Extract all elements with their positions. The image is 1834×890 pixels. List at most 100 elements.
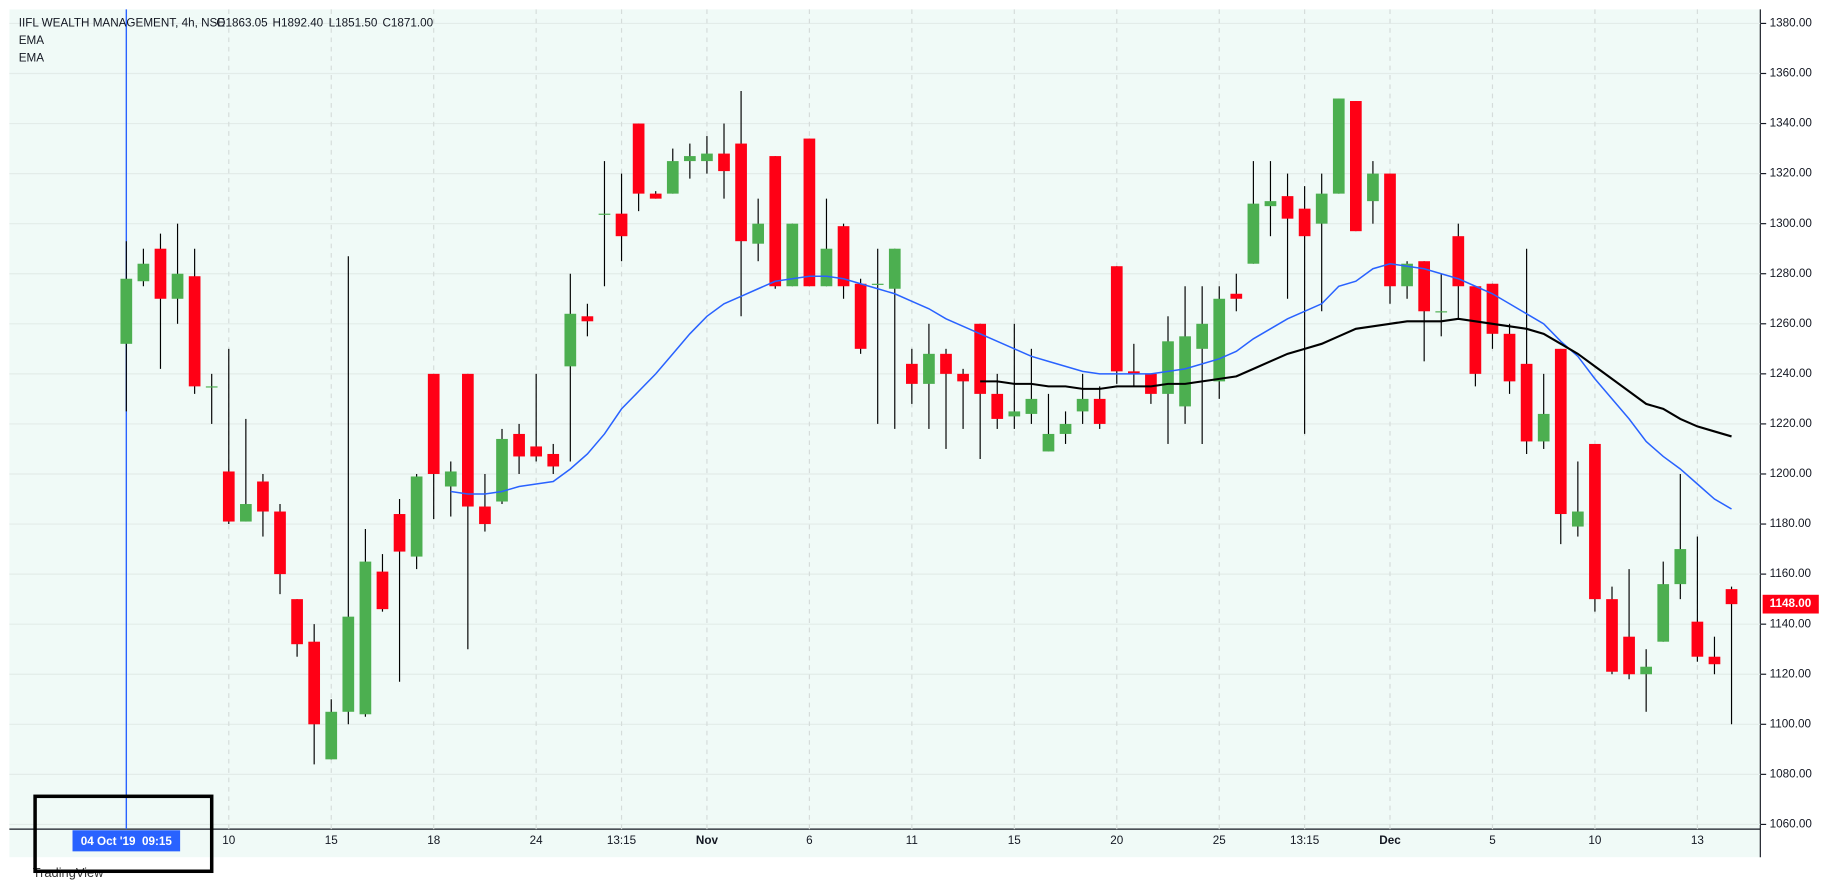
candle-body [1418,261,1431,312]
x-tick-label: 18 [427,834,440,847]
candle-body [701,153,713,162]
candle-body [854,283,867,349]
candle-body [769,156,782,287]
chart-title: IIFL WEALTH MANAGEMENT, 4h, NSE [19,17,226,30]
x-tick-label: 5 [1489,834,1496,847]
candle-body [1537,413,1550,442]
candle-body [923,353,935,384]
candle-body [120,278,133,344]
candle-body [786,223,799,287]
ohlc-open: O1863.05 [216,17,268,30]
candle-body [444,471,457,487]
ohlc-high: H1892.40 [273,17,324,30]
x-tick-label: Nov [696,834,719,847]
x-tick-label: 25 [1213,834,1226,847]
candle-body [410,476,423,557]
candle-body [1486,283,1499,334]
candle-body [957,373,969,382]
y-tick-label: 1280.00 [1770,267,1813,280]
legend-entry: EMA [19,52,45,65]
candle-body [803,138,816,287]
candle-body [991,393,1004,419]
candle-body [598,213,611,215]
candle-body [1230,293,1243,299]
x-tick-label: 10 [222,834,235,847]
x-tick-label: 13:15 [1290,834,1320,847]
highlight-box [33,794,214,874]
candle-body [1247,203,1260,264]
y-tick-label: 1380.00 [1770,17,1813,30]
plot-background [9,9,1761,830]
x-tick-label: Dec [1379,834,1401,847]
legend-entry: EMA [19,34,45,47]
candle-body [1179,336,1191,407]
candle-body [1435,311,1448,313]
candle-body [581,316,594,322]
crosshair-label-bg [72,830,181,852]
x-tick-label: 20 [1110,834,1123,847]
y-tick-label: 1160.00 [1770,567,1812,580]
candle-body [974,323,987,394]
y-tick-label: 1060.00 [1770,818,1813,831]
candle-body [530,446,543,457]
candle-body [479,506,491,525]
y-tick-label: 1240.00 [1770,367,1813,380]
candle-body [1401,263,1413,287]
time-axis [9,829,1761,858]
candle-body [1264,201,1277,207]
candle-body [1350,101,1362,232]
candle-body [1298,208,1311,237]
candle-body [1674,549,1687,585]
candle-body [513,433,525,457]
candle-body [171,273,184,299]
candle-body [291,599,303,645]
candle-body [837,226,850,287]
candle-body [547,453,560,467]
candle-body [496,438,508,502]
candle-body [188,276,201,387]
candle-body [1025,398,1038,414]
candle-body [615,213,628,237]
last-price-label: 1148.00 [1770,597,1812,610]
candle-body [342,616,355,712]
last-price-bg [1762,594,1819,614]
y-tick-label: 1100.00 [1770,717,1812,730]
candle-body [940,353,952,374]
candle-body [888,248,901,289]
candle-body [1503,333,1516,382]
candle-body [1708,656,1721,665]
candle-body [240,504,252,522]
candle-body [718,153,730,172]
y-tick-label: 1260.00 [1770,317,1813,330]
candle-body [735,143,747,242]
candle-body [274,511,286,575]
candle-body [1162,341,1174,394]
candle-body [1725,589,1738,605]
candle-body [308,641,321,725]
x-tick-label: 11 [906,834,918,847]
y-tick-label: 1080.00 [1770,767,1813,780]
candle-body [1606,599,1618,672]
x-tick-label: 13 [1691,834,1704,847]
candle-body [1128,371,1140,374]
y-tick-label: 1320.00 [1770,167,1813,180]
candle-body [1367,173,1379,202]
candle-body [222,471,235,522]
candle-body [1469,286,1482,374]
y-tick-label: 1180.00 [1770,517,1812,530]
candle-body [1520,363,1533,442]
candle-body [1554,348,1567,515]
y-tick-label: 1220.00 [1770,417,1813,430]
candle-body [462,373,474,507]
candle-body [1093,398,1106,424]
candle-body [1332,98,1345,194]
candle-body [1452,236,1465,287]
y-tick-label: 1300.00 [1770,217,1813,230]
candle-body [1059,423,1072,434]
candle-body [1315,193,1328,224]
candle-body [1281,196,1294,219]
candle-body [666,161,679,194]
candle-body [1145,373,1157,394]
candle-body [427,373,440,474]
